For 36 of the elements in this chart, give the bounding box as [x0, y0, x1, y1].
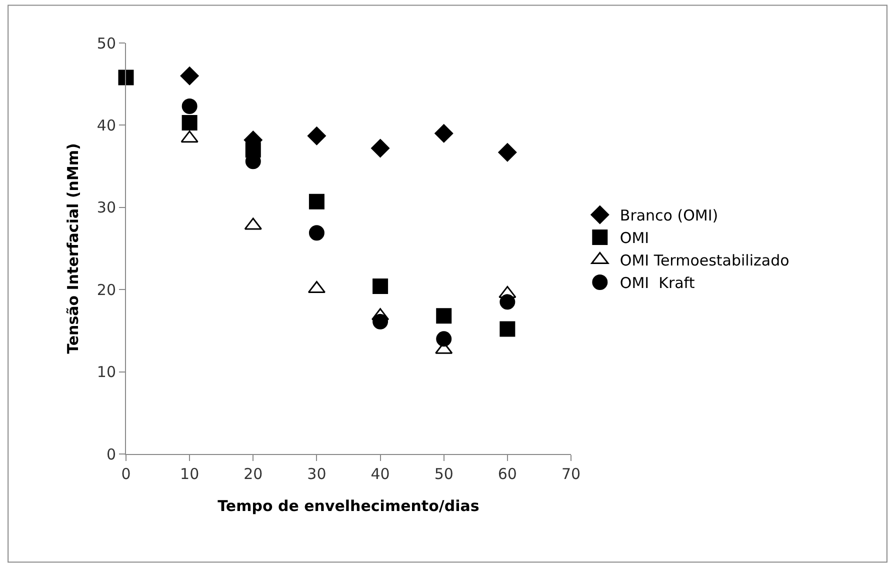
- point: [308, 225, 324, 241]
- y-axis-title: Tensão Interfacial (nMm): [64, 143, 82, 354]
- x-tick-label: 30: [307, 465, 326, 483]
- point: [500, 321, 516, 337]
- point: [372, 314, 388, 330]
- y-tick-label: 40: [96, 116, 116, 134]
- point: [500, 294, 516, 310]
- point: [180, 66, 199, 86]
- point: [182, 98, 198, 114]
- x-tick-label: 20: [244, 465, 263, 483]
- y-tick-label: 50: [96, 34, 116, 52]
- y-tick-label: 30: [96, 198, 116, 217]
- point: [308, 126, 326, 146]
- legend-label: Branco (OMI): [620, 206, 718, 225]
- x-tick-label: 50: [434, 465, 454, 483]
- x-tick-label: 10: [180, 465, 200, 483]
- point: [436, 308, 452, 324]
- x-tick-label: 60: [498, 465, 517, 483]
- point: [436, 331, 452, 347]
- x-tick-label: 70: [561, 465, 581, 483]
- point: [498, 143, 517, 162]
- point: [371, 139, 390, 158]
- y-tick-label: 10: [96, 363, 116, 382]
- x-tick-label: 0: [121, 465, 131, 483]
- y-tick-label: 0: [106, 445, 116, 464]
- point: [182, 114, 198, 130]
- point: [434, 124, 454, 143]
- legend-label: OMI Kraft: [620, 274, 695, 292]
- point: [118, 70, 134, 86]
- x-axis-title: Tempo de envelhecimento/dias: [218, 497, 480, 515]
- legend-label: OMI Termoestabilizado: [620, 252, 790, 270]
- y-tick-label: 20: [96, 280, 116, 299]
- point: [308, 194, 324, 210]
- point: [372, 278, 388, 294]
- legend-label: OMI: [620, 229, 650, 248]
- x-tick-label: 40: [370, 465, 390, 483]
